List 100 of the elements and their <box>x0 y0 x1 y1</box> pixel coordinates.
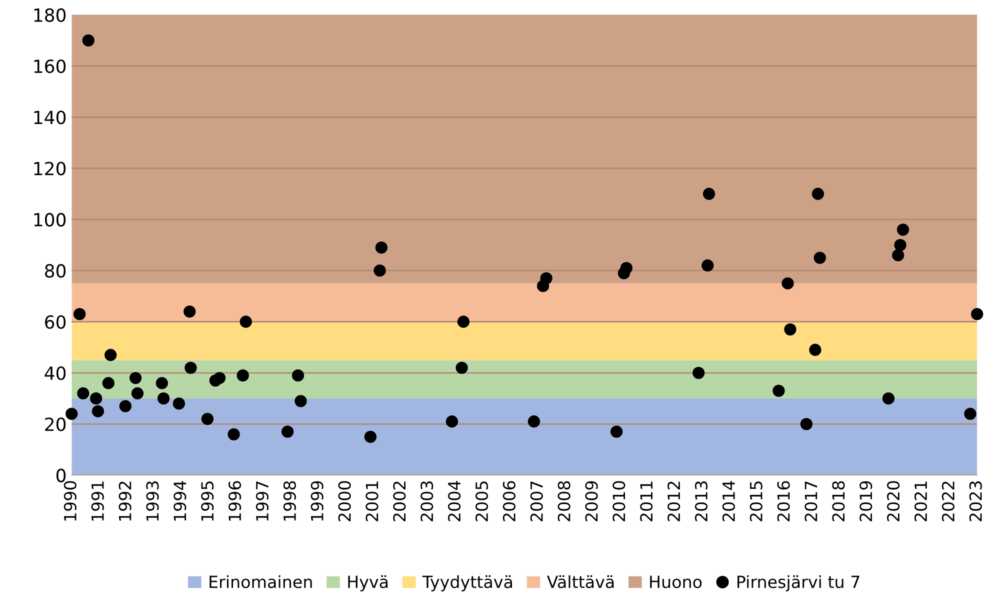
x-tick-label: 2012 <box>668 482 680 522</box>
point <box>702 188 716 200</box>
point <box>892 249 904 262</box>
x-tick-label: 2011 <box>640 482 653 522</box>
x-tick-label: 2019 <box>860 481 872 522</box>
point <box>82 34 94 46</box>
x-tick-label: 2018 <box>832 481 845 522</box>
point <box>971 308 984 320</box>
x-tick-label: 1995 <box>201 482 214 521</box>
x-tick-label: 2021 <box>914 482 928 522</box>
point <box>156 377 168 390</box>
x-tick-label: 1997 <box>256 481 269 521</box>
point <box>66 408 78 420</box>
point <box>814 252 826 264</box>
y-tick-label: 100 <box>34 212 66 227</box>
y-tick-label: 40 <box>44 366 66 380</box>
x-tick-label: 1994 <box>174 480 186 521</box>
x-tick-label: 2014 <box>722 480 735 522</box>
point <box>77 387 90 400</box>
point <box>809 344 822 356</box>
point <box>236 369 249 382</box>
point <box>375 242 388 254</box>
x-tick-label: 1999 <box>310 481 324 521</box>
point <box>894 238 906 252</box>
point <box>702 259 714 272</box>
legend-label: Pirnesjärvi tu 7 <box>738 575 860 592</box>
point <box>104 348 117 362</box>
x-tick-label: 2017 <box>804 481 818 522</box>
point <box>446 415 458 428</box>
legend-label: Hyvä <box>348 575 388 592</box>
x-tick-label: 2007 <box>530 481 543 522</box>
y-tick-label: 160 <box>34 59 66 74</box>
point <box>102 377 114 390</box>
x-tick-label: 2005 <box>475 482 488 522</box>
point <box>74 308 86 320</box>
point <box>882 392 895 405</box>
point <box>528 415 540 428</box>
point <box>92 405 104 418</box>
point <box>282 426 294 438</box>
x-tick-label: 2020 <box>887 481 900 522</box>
point <box>540 272 552 284</box>
x-tick-label: 1992 <box>118 482 132 521</box>
point <box>457 316 470 328</box>
point <box>964 408 976 420</box>
y-tick-label: 0 <box>56 468 66 482</box>
point <box>610 426 623 438</box>
point <box>228 428 240 440</box>
point <box>782 277 794 290</box>
x-tick-label: 2003 <box>420 481 434 522</box>
y-tick-label: 80 <box>45 264 66 278</box>
y-tick-label: 20 <box>45 418 66 432</box>
x-tick-label: 2004 <box>448 480 461 522</box>
point <box>292 369 304 382</box>
x-tick-label: 2010 <box>612 481 626 522</box>
point <box>374 264 386 277</box>
point <box>812 188 824 200</box>
x-tick-label: 1998 <box>283 481 296 521</box>
point <box>784 323 796 336</box>
x-tick-label: 2008 <box>558 481 570 522</box>
point <box>131 387 144 400</box>
x-tick-label: 2015 <box>750 482 762 522</box>
legend-label: Välttävä <box>546 575 614 588</box>
x-tick-label: 1990 <box>64 481 76 521</box>
point <box>119 400 132 412</box>
x-tick-label: 2000 <box>338 481 351 522</box>
x-tick-label: 2023 <box>969 481 982 522</box>
point <box>240 316 252 328</box>
x-tick-label: 2002 <box>393 482 406 522</box>
point <box>772 384 785 397</box>
x-tick-label: 1993 <box>146 481 159 521</box>
point <box>184 305 196 318</box>
point <box>157 392 170 405</box>
y-tick-label: 180 <box>34 8 66 22</box>
x-tick-label: 1996 <box>228 481 242 521</box>
point <box>692 366 705 379</box>
point <box>213 372 226 384</box>
point <box>90 392 102 405</box>
point <box>896 224 910 236</box>
x-tick-label: 2009 <box>585 481 598 522</box>
point <box>364 430 377 443</box>
x-tick-label: 2001 <box>366 482 378 522</box>
y-tick-label: 120 <box>34 162 66 176</box>
legend-label: Erinomainen <box>210 575 312 588</box>
x-tick-label: 2013 <box>694 481 708 522</box>
point <box>620 262 633 274</box>
y-tick-label: 60 <box>45 315 66 329</box>
x-tick-label: 2016 <box>777 481 790 522</box>
point <box>172 398 185 410</box>
point <box>800 418 812 430</box>
y-tick-label: 140 <box>34 110 66 124</box>
x-tick-label: 2006 <box>502 481 516 522</box>
point <box>129 372 142 384</box>
x-tick-label: 2022 <box>942 482 954 522</box>
x-tick-label: 1991 <box>91 482 104 521</box>
point <box>201 412 214 426</box>
legend-label: Huono <box>650 576 702 588</box>
point <box>184 362 197 374</box>
legend-label: Tyydyttävä <box>422 575 512 592</box>
point <box>294 394 307 408</box>
point <box>456 362 468 374</box>
